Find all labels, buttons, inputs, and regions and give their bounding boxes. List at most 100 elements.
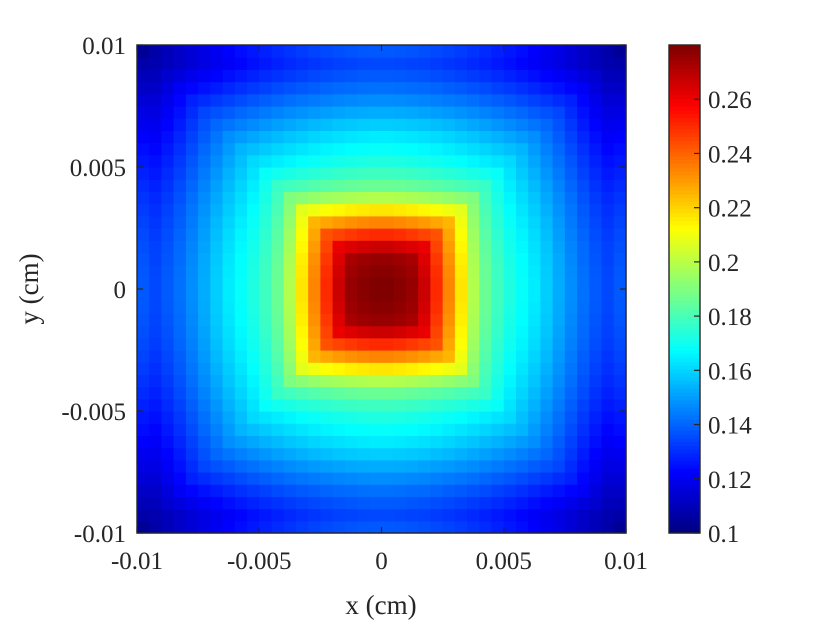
heatmap-cell: [503, 411, 517, 424]
colorbar-segment: [669, 334, 700, 340]
heatmap-cell: [552, 362, 566, 375]
heatmap-cell: [259, 57, 273, 70]
heatmap-cell: [528, 142, 542, 156]
colorbar-segment: [669, 529, 700, 534]
heatmap-cell: [381, 215, 395, 229]
heatmap-cell: [234, 276, 248, 290]
heatmap-cell: [552, 264, 566, 278]
heatmap-cell: [552, 179, 566, 192]
heatmap-cell: [454, 374, 468, 388]
heatmap-cell: [430, 301, 444, 314]
heatmap-cell: [137, 350, 150, 363]
colorbar-tick-label: 0.1: [708, 521, 739, 548]
heatmap-cell: [381, 106, 395, 119]
heatmap-cell: [234, 411, 248, 424]
heatmap-cell: [210, 459, 224, 473]
heatmap-cell: [357, 142, 370, 156]
heatmap-cell: [161, 508, 175, 522]
heatmap-cell: [515, 423, 529, 436]
heatmap-cell: [357, 276, 370, 290]
heatmap-cell: [564, 289, 578, 302]
heatmap-cell: [613, 118, 627, 131]
heatmap-cell: [442, 423, 456, 436]
colorbar-segment: [669, 102, 700, 107]
heatmap-cell: [418, 276, 431, 290]
heatmap-cell: [198, 447, 211, 461]
heatmap-cell: [320, 472, 334, 485]
heatmap-cell: [332, 313, 346, 327]
colorbar-segment: [669, 205, 700, 210]
heatmap-cell: [601, 167, 615, 180]
heatmap-cell: [283, 240, 297, 253]
heatmap-cell: [564, 423, 578, 436]
heatmap-cell: [491, 325, 505, 339]
heatmap-cell: [467, 167, 480, 180]
heatmap-cell: [601, 484, 615, 497]
heatmap-cell: [540, 301, 554, 314]
heatmap-cell: [442, 411, 456, 424]
heatmap-cell: [393, 240, 407, 253]
heatmap-cell: [381, 154, 395, 168]
heatmap-cell: [234, 154, 248, 168]
heatmap-cell: [210, 81, 224, 95]
heatmap-cell: [589, 411, 603, 424]
heatmap-cell: [467, 179, 480, 192]
heatmap-cell: [503, 301, 517, 314]
heatmap-cell: [308, 130, 321, 144]
heatmap-cell: [369, 191, 383, 205]
colorbar-segment: [669, 376, 700, 382]
heatmap-cell: [234, 447, 248, 461]
heatmap-cell: [442, 154, 456, 168]
heatmap-cell: [589, 142, 603, 156]
heatmap-cell: [491, 167, 505, 180]
heatmap-cell: [454, 325, 468, 339]
heatmap-cell: [454, 203, 468, 217]
heatmap-cell: [185, 228, 199, 241]
heatmap-cell: [515, 130, 529, 144]
heatmap-cell: [247, 459, 260, 473]
heatmap-cell: [381, 276, 395, 290]
colorbar-segment: [669, 414, 700, 420]
heatmap-cell: [552, 289, 566, 302]
heatmap-cell: [247, 215, 260, 229]
heatmap-cell: [381, 350, 395, 363]
heatmap-cell: [283, 167, 297, 180]
heatmap-cell: [259, 191, 273, 205]
heatmap-cell: [479, 179, 493, 192]
colorbar-segment: [669, 460, 700, 465]
heatmap-cell: [271, 386, 285, 400]
heatmap-cell: [295, 313, 309, 327]
heatmap-cell: [344, 484, 358, 497]
heatmap-cell: [210, 374, 224, 388]
heatmap-cell: [430, 508, 444, 522]
heatmap-cell: [271, 106, 285, 119]
heatmap-cell: [564, 496, 578, 510]
heatmap-cell: [540, 240, 554, 253]
heatmap-cell: [173, 472, 187, 485]
heatmap-cell: [357, 93, 370, 107]
heatmap-cell: [247, 386, 260, 400]
heatmap-cell: [308, 69, 321, 83]
heatmap-cell: [332, 276, 346, 290]
heatmap-cell: [393, 264, 407, 278]
heatmap-cell: [320, 337, 334, 351]
heatmap-cell: [185, 215, 199, 229]
heatmap-cell: [271, 45, 285, 58]
heatmap-cell: [332, 142, 346, 156]
heatmap-cell: [173, 484, 187, 497]
heatmap-cell: [369, 264, 383, 278]
colorbar-segment: [669, 60, 700, 65]
heatmap-cell: [613, 423, 627, 436]
heatmap-cell: [149, 520, 163, 534]
heatmap-cell: [283, 93, 297, 107]
heatmap-cell: [308, 93, 321, 107]
heatmap-cell: [320, 106, 334, 119]
heatmap-cell: [393, 81, 407, 95]
heatmap-cell: [393, 154, 407, 168]
heatmap-cell: [161, 130, 175, 144]
heatmap-cell: [503, 167, 517, 180]
heatmap-cell: [149, 130, 163, 144]
heatmap-cell: [601, 447, 615, 461]
heatmap-cell: [467, 228, 480, 241]
heatmap-cell: [613, 386, 627, 400]
